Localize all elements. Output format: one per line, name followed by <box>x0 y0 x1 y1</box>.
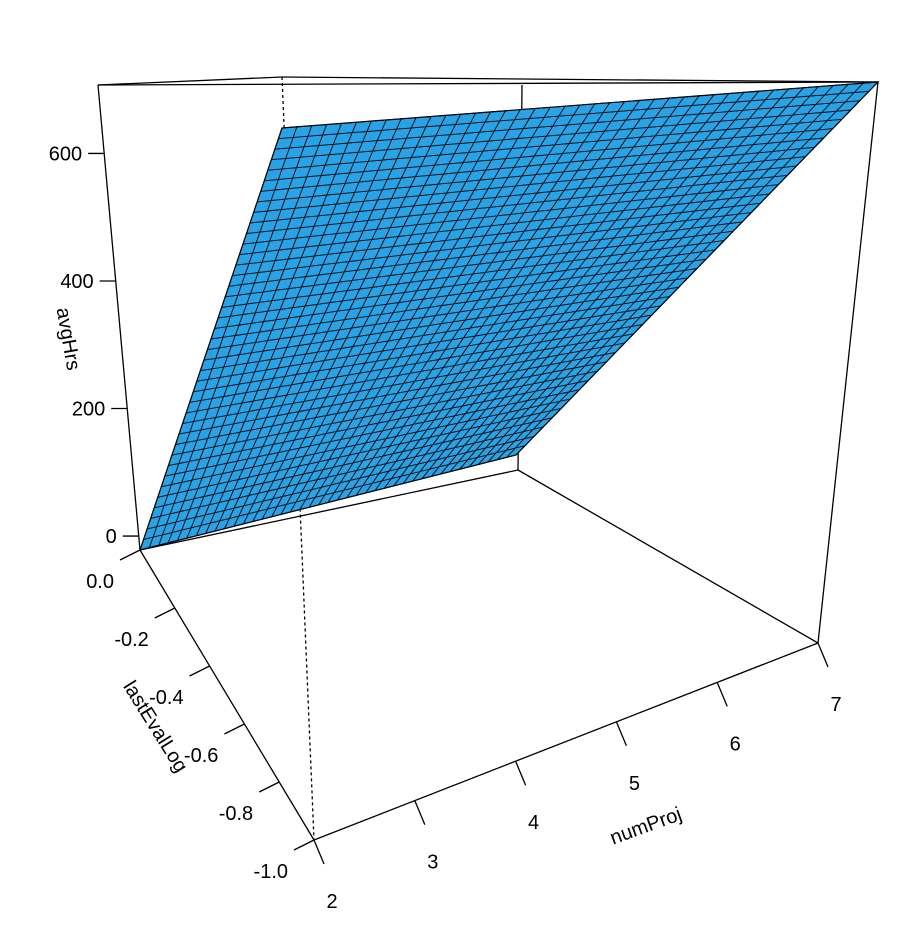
x-tick <box>716 682 728 707</box>
x-tick <box>615 721 628 747</box>
z-axis: 0 200 400 600 <box>49 143 139 548</box>
box-edge-front-bottom <box>313 642 819 841</box>
y-tick-label: 0.0 <box>86 571 114 593</box>
x-tick <box>414 800 426 825</box>
x-tick-label: 3 <box>427 852 438 874</box>
y-tick-label: -0.2 <box>114 629 148 651</box>
y-tick-label: -0.6 <box>184 745 218 767</box>
z-tick-label: 0 <box>106 526 117 548</box>
x-axis-title: numProj <box>607 803 685 849</box>
x-tick-label: 5 <box>629 773 640 795</box>
y-tick-label: -0.8 <box>219 803 253 825</box>
x-tick-label: 7 <box>830 694 841 716</box>
y-tick-label: -0.4 <box>149 687 183 709</box>
y-tick <box>189 665 210 677</box>
box-edge-left-vertical <box>97 84 141 551</box>
z-tick-label: 400 <box>60 271 93 293</box>
box-edge-top-back <box>281 76 879 83</box>
box-edge-back-floor <box>517 469 819 644</box>
y-tick <box>154 607 176 619</box>
z-axis-title: avgHrs <box>52 306 85 372</box>
box-edge-right-vertical <box>817 81 879 644</box>
x-tick <box>313 839 325 865</box>
box-front-edges <box>97 76 879 841</box>
surface-mesh <box>139 81 880 551</box>
z-tick-label: 200 <box>72 399 105 421</box>
box-edge-back-floor-left <box>139 469 519 551</box>
box-edge-front-left <box>139 549 315 841</box>
y-tick <box>224 723 245 735</box>
x-tick-label: 6 <box>730 733 741 755</box>
y-axis: 0.0 -0.2 -0.4 -0.6 -0.8 -1.0 <box>86 549 315 883</box>
x-tick-label: 2 <box>326 891 337 913</box>
y-tick <box>119 549 141 561</box>
y-tick <box>293 839 315 851</box>
x-tick <box>817 642 829 668</box>
box-edge-top-left <box>97 76 283 86</box>
z-tick-label: 600 <box>49 143 82 165</box>
x-tick <box>514 760 527 786</box>
y-tick-label: -1.0 <box>254 861 288 883</box>
box-edge-top-front <box>97 81 879 86</box>
x-axis: 2 3 4 5 6 7 <box>313 642 842 913</box>
x-tick-label: 4 <box>528 812 539 834</box>
y-tick <box>258 781 280 793</box>
